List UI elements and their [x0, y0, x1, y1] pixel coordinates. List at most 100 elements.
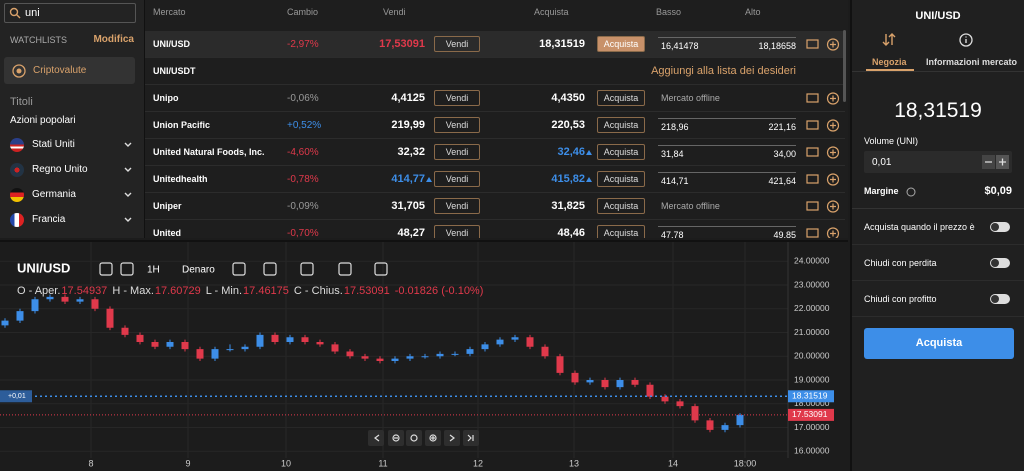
toggle-label: Chiudi con perdita [864, 258, 937, 268]
icon [806, 174, 819, 184]
button[interactable]: Acquista [597, 171, 645, 187]
button[interactable]: Vendi [434, 90, 480, 106]
chevron [124, 167, 132, 173]
candle-body [526, 337, 534, 347]
crypto-icon-svg [12, 64, 26, 78]
price: 18,31519 [894, 99, 982, 122]
nav-icon [467, 434, 474, 442]
button[interactable]: Acquista [597, 36, 645, 52]
country-row[interactable]: Stati Uniti [0, 134, 145, 156]
stepper-svg [982, 155, 1009, 169]
column-header: Alto [745, 7, 761, 17]
y-tick-label: 22.00000 [794, 303, 830, 313]
candle-body [31, 299, 39, 312]
button[interactable]: Vendi [434, 36, 480, 52]
change: -2,97% [287, 39, 319, 50]
row-icons-svg [806, 119, 840, 132]
price-tag [788, 390, 834, 403]
row-icons-svg [806, 92, 840, 105]
search-box[interactable]: uni [4, 3, 136, 23]
table-row[interactable]: UNI/USD -2,97% 17,53091 Vendi 18,31519 Acquis… [145, 31, 845, 58]
table-row[interactable]: Uniper -0,09% 31,705 Vendi 31,825 Acquista Mer… [145, 193, 845, 220]
toggle[interactable] [990, 222, 1010, 232]
table-row[interactable]: Union Pacific +0,52% 219,99 Vendi 220,53 Acqu… [145, 112, 845, 139]
price: 32,46 [557, 146, 585, 158]
candle-body [661, 396, 669, 402]
edit-link[interactable]: Modifica [93, 34, 134, 45]
button[interactable]: Acquista [597, 117, 645, 133]
market-status: Mercato offline [661, 201, 720, 211]
info-icon [906, 187, 916, 197]
nav-button[interactable] [444, 430, 460, 446]
button[interactable]: Vendi [434, 225, 480, 238]
buy-button[interactable]: Acquista [864, 328, 1014, 359]
table-row[interactable]: United Natural Foods, Inc. -4,60% 32,32 Ven… [145, 139, 845, 166]
table-row[interactable]: Unipo -0,06% 4,4125 Vendi 4,4350 Acquista Merc… [145, 85, 845, 112]
search-icon [9, 7, 21, 19]
button[interactable]: Vendi [434, 117, 480, 133]
x-tick-label: 8 [88, 458, 93, 468]
ohlc-label: C - Chius. [294, 285, 343, 297]
price: 4,4125 [391, 92, 425, 104]
candle-body [181, 342, 189, 350]
tab[interactable]: Informazioni mercato [926, 57, 1018, 67]
button[interactable]: Vendi [434, 171, 480, 187]
country-row[interactable]: Regno Unito [0, 159, 145, 181]
price: 4,4350 [551, 92, 585, 104]
button[interactable]: Acquista [597, 225, 645, 238]
column-header: Cambio [287, 7, 319, 17]
icon [826, 38, 840, 51]
table-row[interactable]: UNI/USDT Aggiungi alla lista dei desideri [145, 58, 845, 85]
button[interactable]: Vendi [434, 198, 480, 214]
button[interactable]: Acquista [597, 198, 645, 214]
country-row[interactable]: Francia [0, 209, 145, 231]
wishlist-link[interactable]: Aggiungi alla lista dei desideri [651, 65, 796, 77]
selected-item[interactable]: Criptovalute [4, 57, 135, 84]
icon [826, 200, 840, 213]
candle-body [61, 296, 69, 302]
icon [826, 92, 840, 105]
volume-input[interactable]: 0,01 [864, 151, 1012, 173]
high-price: 34,00 [773, 149, 796, 159]
button[interactable]: Acquista [597, 144, 645, 160]
toggle-knob [991, 223, 999, 231]
candle-body [76, 299, 84, 302]
divider [852, 208, 1024, 209]
x-tick-label: 13 [569, 458, 579, 468]
icon [806, 147, 819, 157]
icon [830, 41, 836, 48]
button[interactable]: Acquista [597, 90, 645, 106]
table-row[interactable]: Unitedhealth -0,78% 414,77 Vendi 415,82 Acqui… [145, 166, 845, 193]
tab[interactable]: Negozia [872, 57, 907, 67]
table-row[interactable]: United -0,70% 48,27 Vendi 48,46 Acquista 47,78… [145, 220, 845, 238]
country-name: Francia [32, 214, 66, 225]
volume-value: 0,01 [872, 157, 892, 168]
chevron [124, 217, 132, 223]
y-tick-label: 17.00000 [794, 422, 830, 432]
icon [826, 227, 840, 238]
toggle[interactable] [990, 258, 1010, 268]
nav-button[interactable] [368, 430, 384, 446]
icon [806, 201, 819, 211]
candle-body [631, 380, 639, 385]
candle-body [316, 342, 324, 345]
candle-body [451, 353, 459, 355]
candle-body [421, 356, 429, 358]
toolbar-icon [300, 262, 314, 276]
candle-body [571, 372, 579, 383]
button[interactable]: Vendi [434, 144, 480, 160]
row-icons [806, 92, 840, 106]
icon [806, 39, 819, 49]
nav-button[interactable] [406, 430, 422, 446]
section-label: Titoli [10, 96, 33, 108]
scrollbar [843, 30, 846, 102]
up-arrow-svg [426, 177, 432, 182]
icon [830, 176, 836, 183]
price-tag [788, 408, 834, 421]
toggle[interactable] [990, 294, 1010, 304]
panel-title: UNI/USD [915, 10, 961, 22]
stepper [982, 155, 1010, 169]
country-row[interactable]: Germania [0, 184, 145, 206]
trade-panel: UNI/USD Negozia Informazioni mercato 18,315… [850, 0, 1024, 471]
row-icons [806, 173, 840, 187]
